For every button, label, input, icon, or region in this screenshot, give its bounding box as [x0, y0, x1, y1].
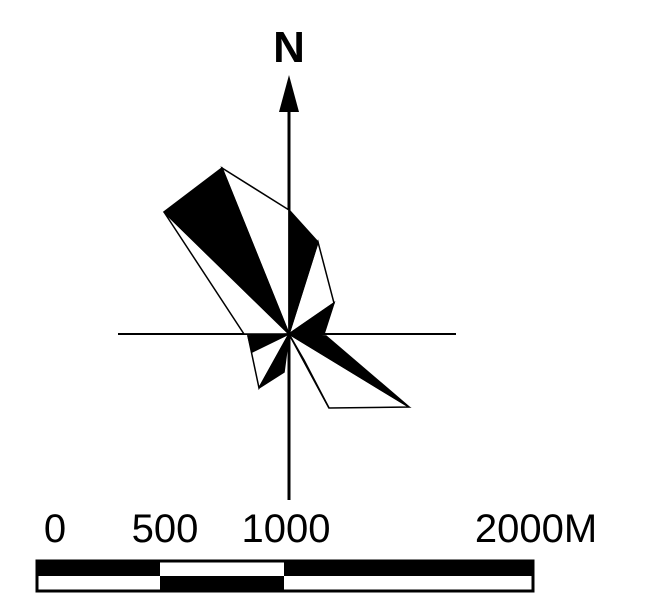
wind-rose-petal-se — [288, 333, 410, 408]
scale-label-1000: 1000 — [242, 507, 331, 551]
scale-bar: 0 500 1000 2000M — [35, 507, 597, 593]
scale-label-0: 0 — [44, 507, 66, 551]
scale-segment-500-1000-lower — [160, 576, 284, 591]
wind-rose-petal-nw — [162, 166, 290, 335]
north-label: N — [273, 23, 305, 72]
wind-rose-petal-ssw — [258, 333, 290, 389]
wind-rose-petal-sw — [247, 333, 290, 354]
wind-rose-petal-n — [288, 208, 319, 335]
north-arrow-head — [279, 75, 299, 112]
wind-rose — [162, 166, 412, 409]
scale-segment-0-500-upper — [37, 561, 160, 576]
wind-rose-petal-ene — [286, 301, 336, 335]
scale-segment-1000-2000-upper — [284, 561, 533, 576]
wind-rose-petal-sse — [288, 333, 330, 409]
scale-label-2000m: 2000M — [475, 507, 597, 551]
scale-label-500: 500 — [132, 507, 199, 551]
